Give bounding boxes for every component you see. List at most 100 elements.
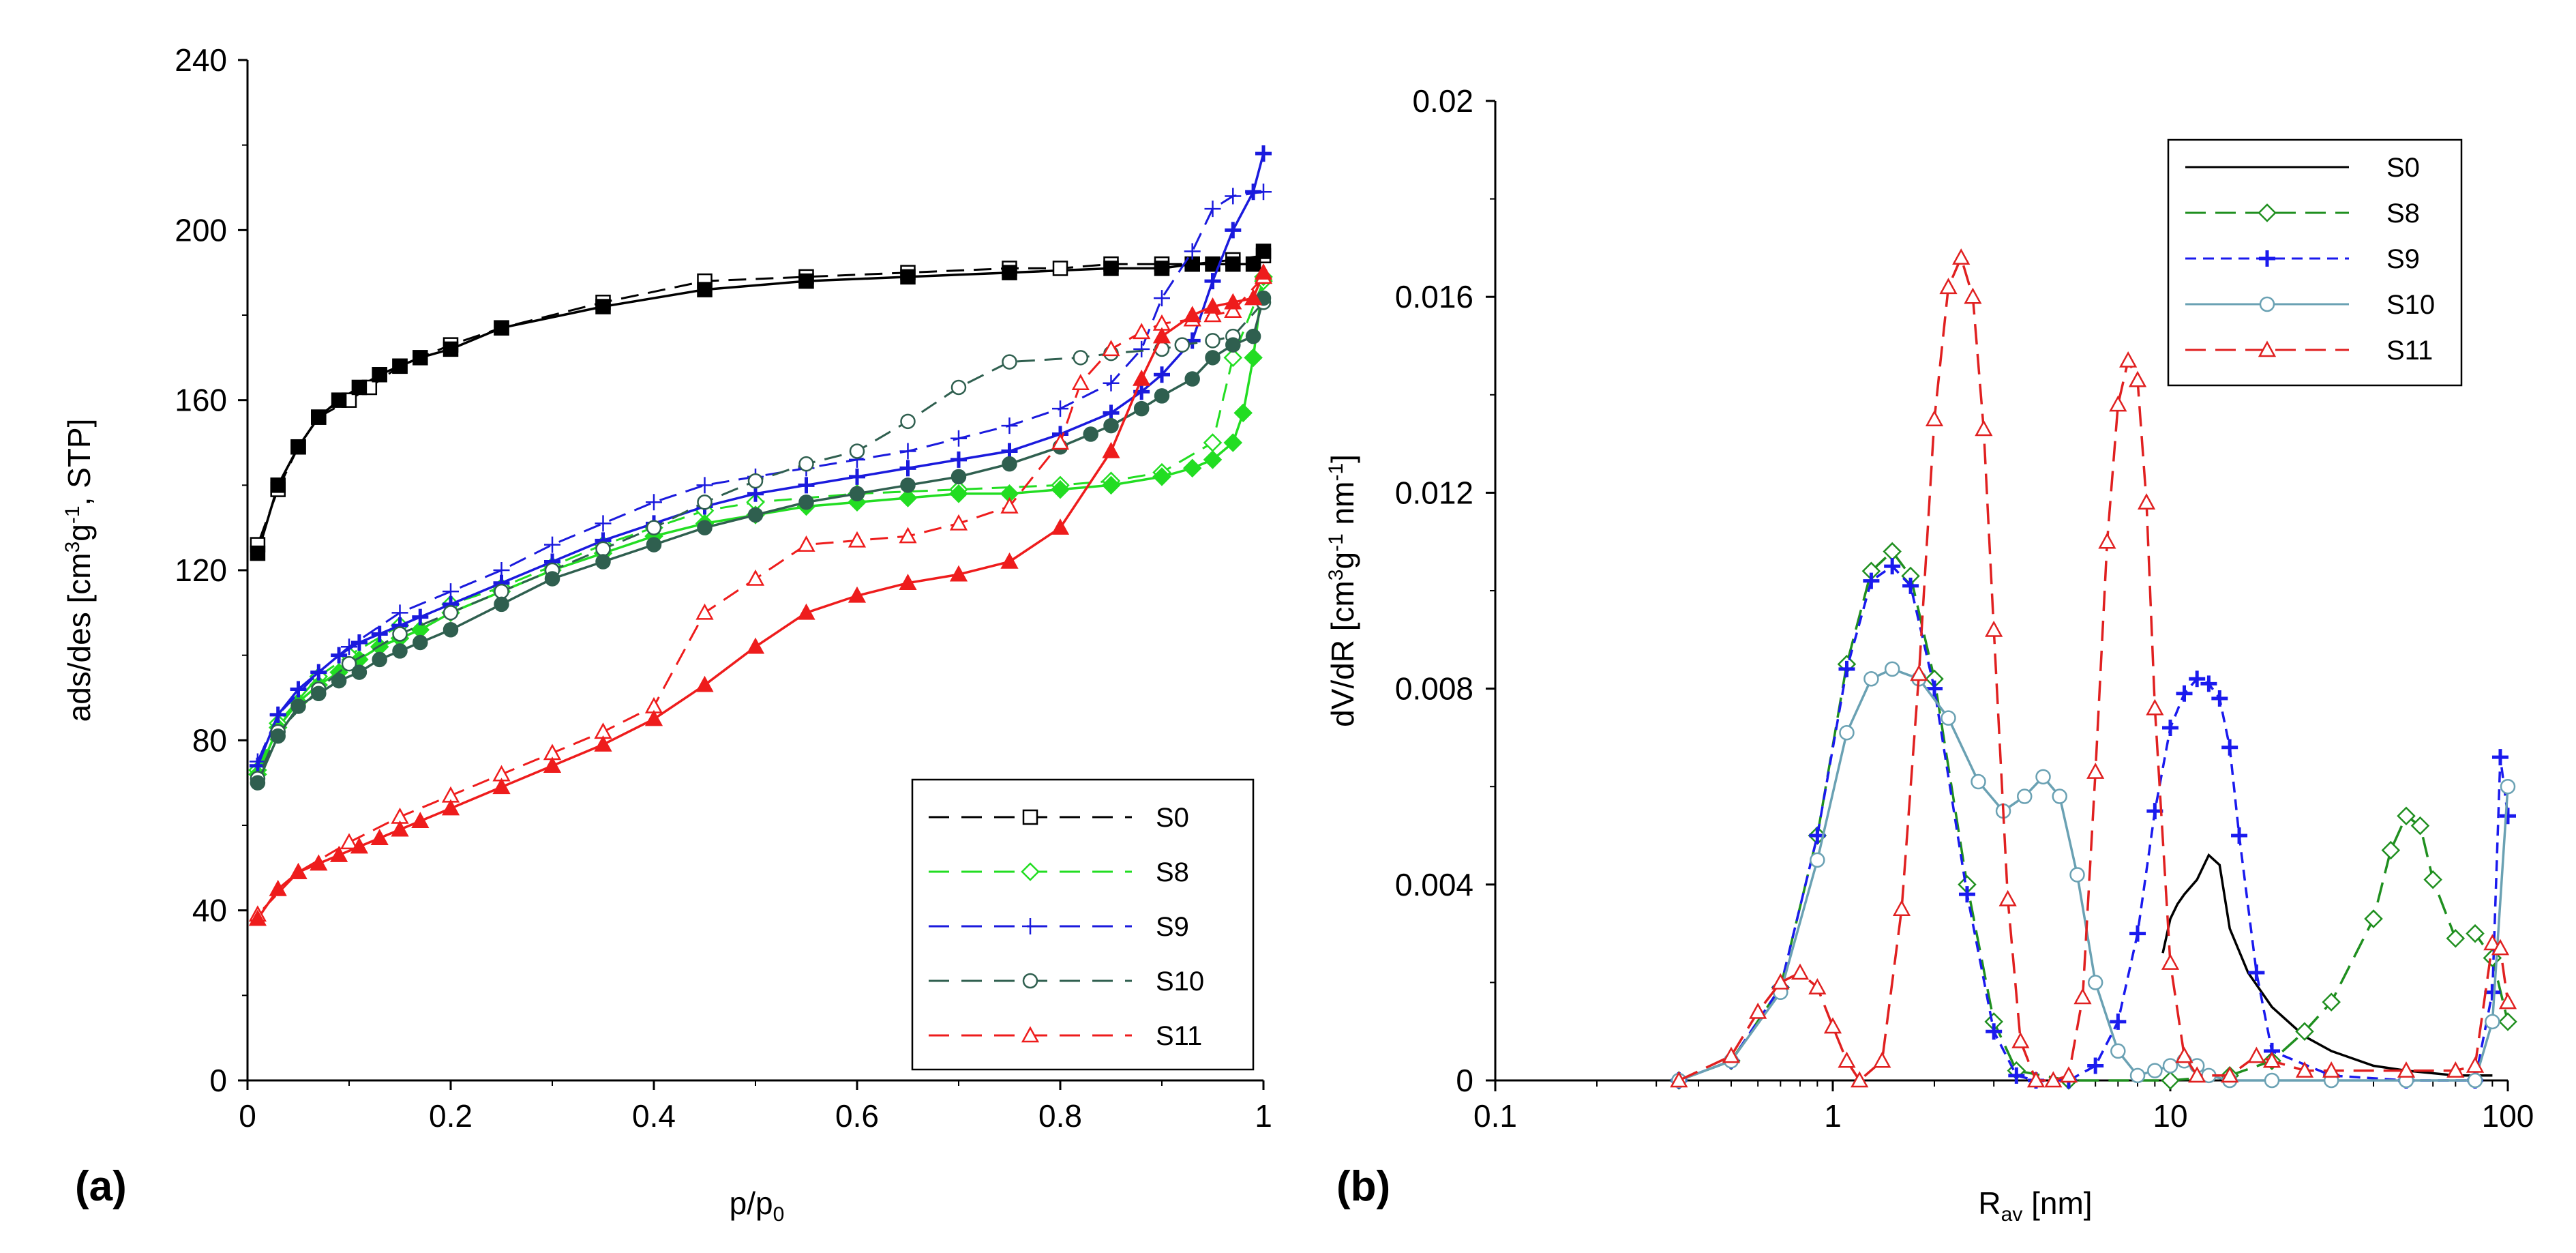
data-point <box>2211 690 2228 707</box>
data-point <box>900 413 916 430</box>
data-point <box>310 664 327 681</box>
data-point <box>1133 323 1151 340</box>
data-point <box>1771 973 1790 990</box>
plot-b-x-tick-label: 0.1 <box>1473 1098 1517 1134</box>
data-point <box>310 854 328 871</box>
legend-marker <box>2259 250 2275 267</box>
data-point <box>2128 370 2147 387</box>
data-point <box>1244 348 1263 368</box>
data-point <box>2059 1066 2078 1083</box>
data-point <box>1184 243 1201 260</box>
data-point <box>646 537 662 552</box>
data-point <box>544 536 560 553</box>
data-point <box>494 320 509 336</box>
legend-marker <box>1022 809 1038 825</box>
plot-a-y-tick-label: 240 <box>175 42 227 78</box>
data-point <box>543 756 562 773</box>
data-point <box>372 651 387 668</box>
data-point <box>1183 306 1201 323</box>
data-point <box>289 862 308 879</box>
data-point <box>443 622 459 638</box>
data-point <box>1103 417 1119 434</box>
data-point <box>2098 532 2116 549</box>
data-point <box>1939 278 1958 295</box>
data-point <box>1244 289 1263 306</box>
data-point <box>2129 925 2146 942</box>
data-point <box>1051 480 1070 499</box>
data-point <box>1133 400 1150 417</box>
legend-item-s0: S0 <box>2185 153 2420 183</box>
series-s11 <box>248 263 1273 926</box>
plot-a-x-tick-label: 0.8 <box>1038 1098 1082 1134</box>
data-point <box>1102 441 1120 458</box>
data-point <box>1224 301 1242 319</box>
data-point <box>331 647 348 664</box>
data-point <box>900 269 916 285</box>
data-point <box>350 837 369 854</box>
data-point <box>248 909 267 926</box>
plot-b-y-tick-label: 0.02 <box>1412 83 1473 119</box>
data-point <box>2146 698 2164 716</box>
legend-label: S0 <box>1156 803 1189 833</box>
data-point <box>2484 984 2501 1001</box>
data-point <box>2295 1061 2314 1078</box>
data-point <box>1203 306 1222 323</box>
data-point <box>1791 963 1810 980</box>
data-point <box>392 626 408 642</box>
data-point <box>351 379 368 396</box>
data-point <box>492 778 511 795</box>
data-point <box>1203 297 1222 314</box>
data-point <box>1051 433 1070 450</box>
data-point <box>1182 458 1202 478</box>
legend-item-s10: S10 <box>2185 290 2435 320</box>
plot-a-y-tick-label: 40 <box>192 893 227 928</box>
panel-b: 0.1 1 10 100 0 0.004 0.008 0.012 0.016 0.02 (b) R… <box>1325 83 2534 1226</box>
data-point <box>250 545 266 561</box>
plot-a-x-tick-label: 0.4 <box>632 1098 676 1134</box>
data-point <box>1204 201 1221 218</box>
plot-a-y-axis-label: ads/des [cm3g-1, STP] <box>61 419 97 722</box>
data-point <box>1863 572 1880 589</box>
data-point <box>1245 328 1261 344</box>
data-point <box>2017 788 2033 804</box>
data-point <box>595 554 611 570</box>
data-point <box>443 341 459 357</box>
data-point <box>1910 664 1928 681</box>
data-point <box>391 820 409 837</box>
data-point <box>1002 456 1017 472</box>
data-point <box>269 879 287 896</box>
data-point <box>412 608 429 625</box>
data-point <box>2087 975 2103 990</box>
data-point <box>1225 337 1241 353</box>
data-point <box>411 812 430 829</box>
data-point <box>849 443 865 459</box>
data-point <box>1941 710 1956 726</box>
data-point <box>2483 934 2502 951</box>
data-point <box>848 531 867 548</box>
data-point <box>899 443 916 460</box>
data-point <box>290 439 306 455</box>
data-point <box>2011 1031 2030 1048</box>
data-point <box>646 494 662 511</box>
data-point <box>2498 1012 2517 1031</box>
legend-label: S0 <box>2386 153 2420 183</box>
data-point <box>950 379 967 396</box>
data-point <box>1001 417 1018 434</box>
data-point <box>494 583 509 600</box>
data-point <box>2446 1061 2465 1078</box>
data-point <box>1722 1046 1741 1063</box>
data-point <box>1154 388 1170 404</box>
data-point <box>1205 333 1220 349</box>
legend-label: S9 <box>1156 912 1189 942</box>
data-point <box>2129 1067 2146 1084</box>
data-point <box>2364 909 2383 928</box>
data-point <box>331 392 347 408</box>
data-point <box>695 675 714 692</box>
data-point <box>2231 827 2248 844</box>
data-point <box>392 358 408 374</box>
data-point <box>1838 660 1855 677</box>
data-point <box>1205 350 1220 366</box>
data-point <box>413 634 428 651</box>
data-point <box>1964 287 1982 304</box>
plot-a-y-tick-label: 200 <box>175 212 227 248</box>
